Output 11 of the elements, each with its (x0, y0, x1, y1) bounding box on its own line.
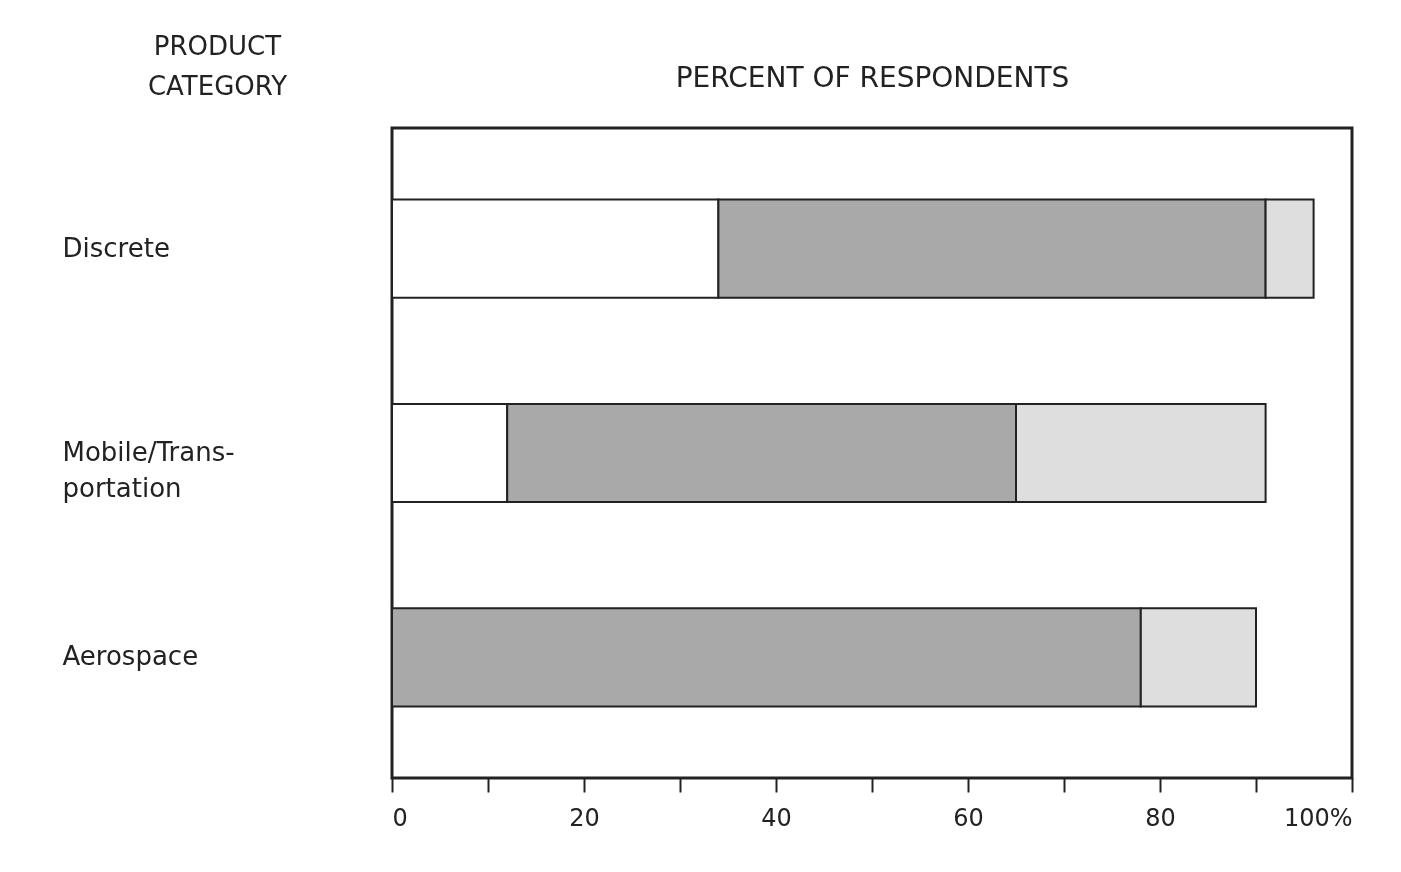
x-tick-label: 20 (569, 803, 600, 832)
y-tick-label: Mobile/Trans-portation (62, 437, 235, 503)
y-tick-label: Aerospace (62, 641, 199, 672)
x-tick-label: 60 (953, 803, 984, 832)
x-tick-label: 0 (392, 803, 408, 832)
x-tick-label: 80 (1145, 803, 1176, 832)
y-tick-label: Discrete (62, 232, 170, 263)
x-axis-title: PERCENT OF RESPONDENTS (675, 60, 1070, 94)
x-tick-label: 100% (1283, 803, 1353, 832)
x-tick-label: 40 (761, 803, 792, 832)
y-axis-title: PRODUCT CATEGORY (147, 30, 288, 101)
